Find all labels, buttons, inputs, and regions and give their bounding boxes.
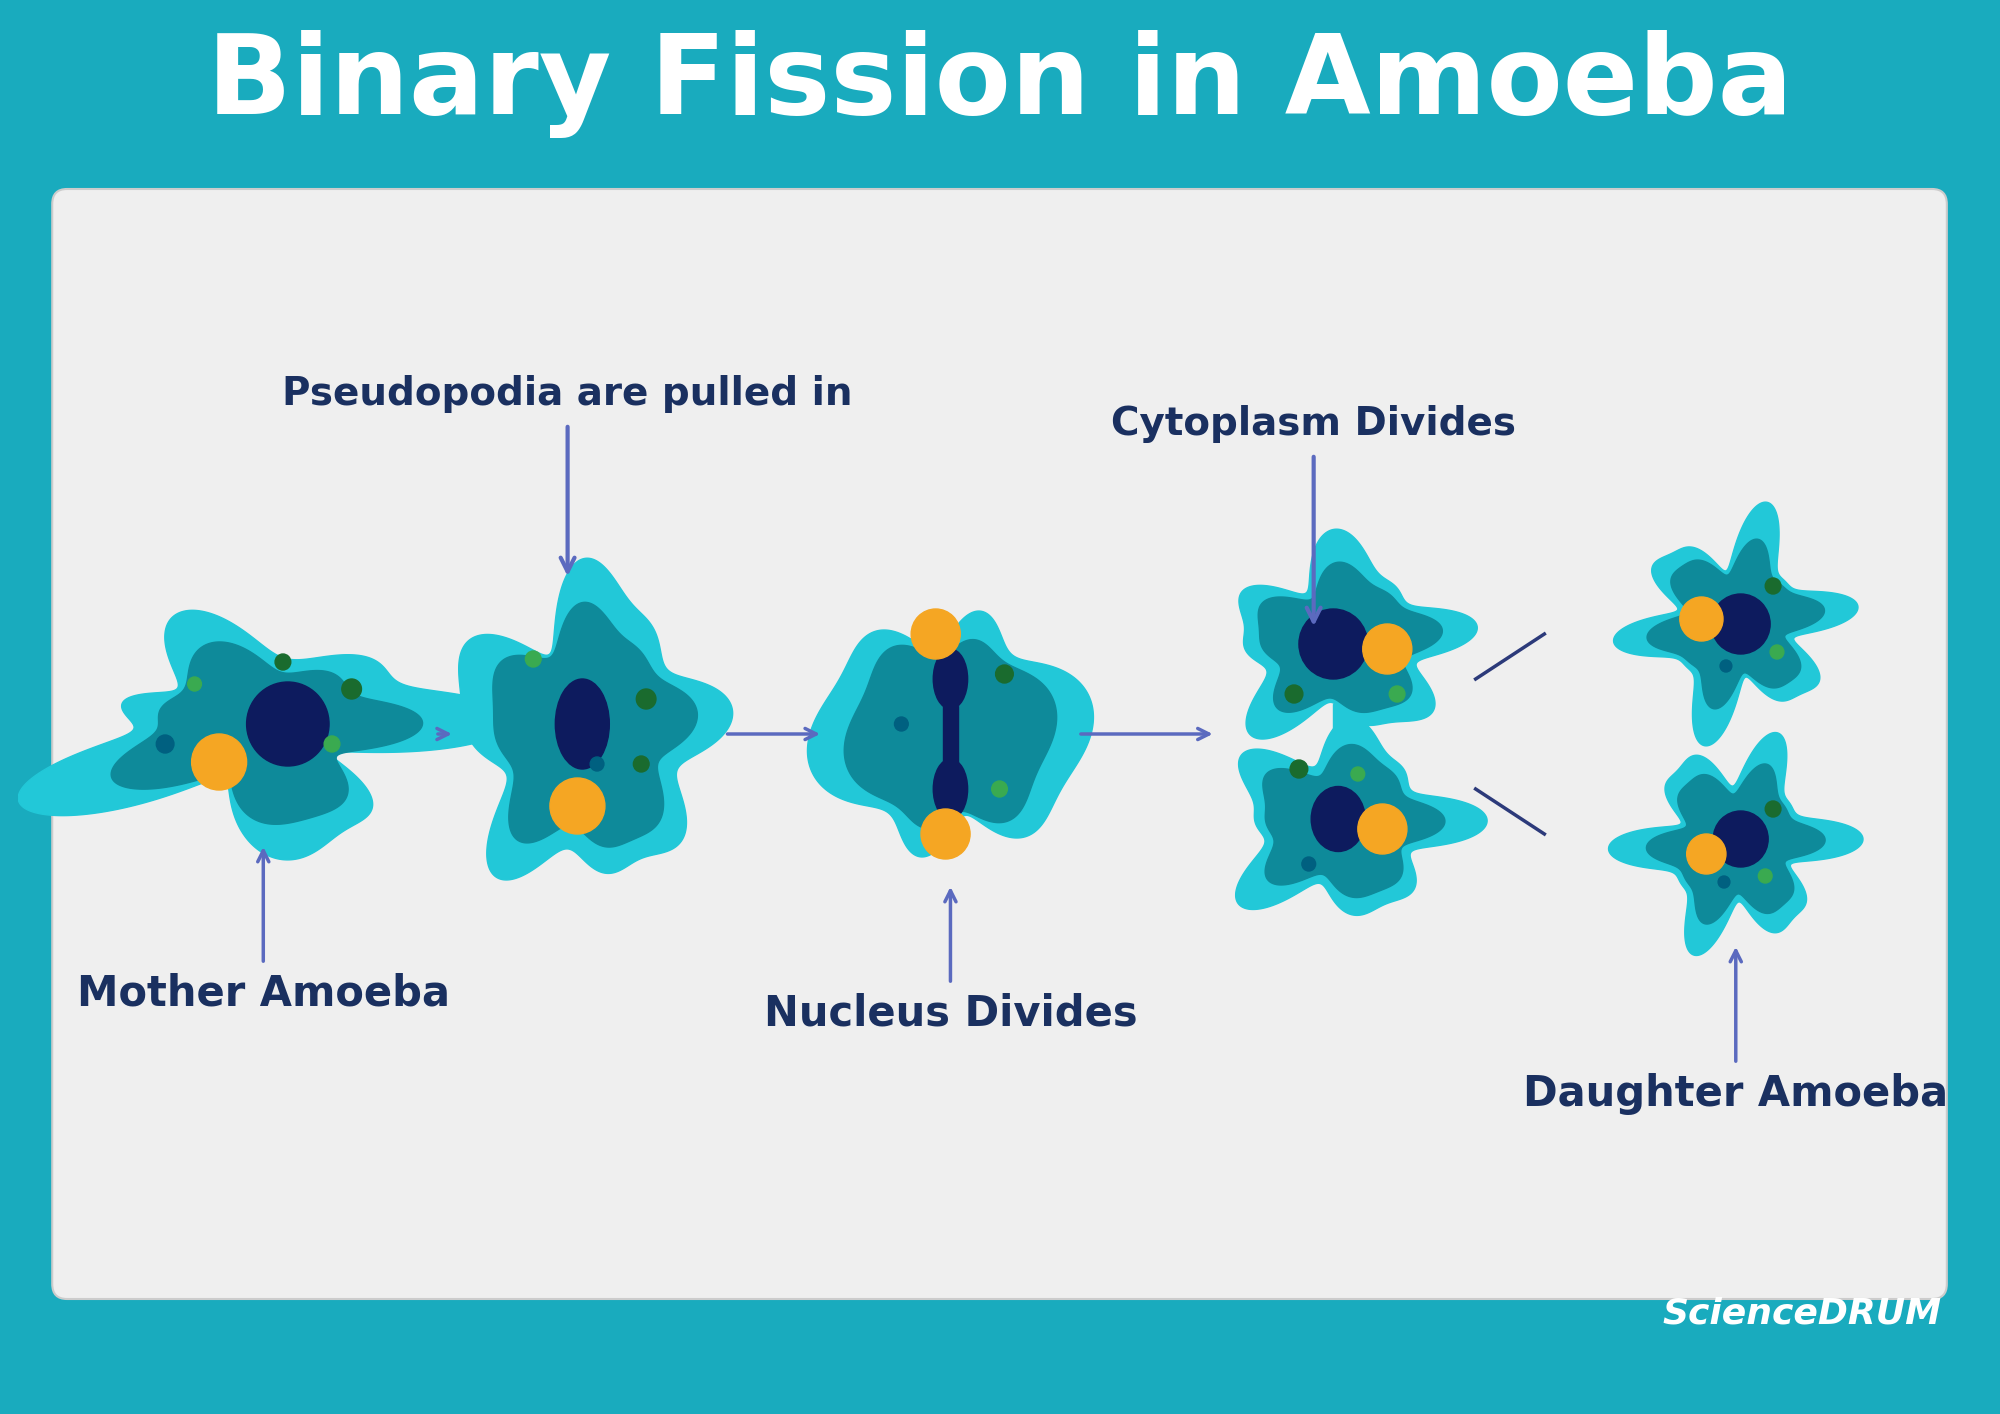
Circle shape [550, 778, 604, 834]
Text: ScienceDRUM: ScienceDRUM [1662, 1297, 1942, 1331]
Circle shape [1298, 609, 1368, 679]
Circle shape [634, 756, 650, 772]
Circle shape [342, 679, 362, 699]
Polygon shape [1614, 502, 1858, 745]
Circle shape [1358, 805, 1406, 854]
Circle shape [1362, 624, 1412, 674]
Text: Binary Fission in Amoeba: Binary Fission in Amoeba [206, 30, 1792, 139]
Text: Mother Amoeba: Mother Amoeba [76, 973, 450, 1015]
Circle shape [1302, 857, 1316, 871]
Text: Cytoplasm Divides: Cytoplasm Divides [1112, 404, 1516, 443]
Circle shape [276, 655, 290, 670]
Polygon shape [844, 639, 1056, 829]
Polygon shape [808, 611, 1094, 857]
Circle shape [636, 689, 656, 708]
Ellipse shape [934, 649, 968, 708]
Circle shape [1758, 870, 1772, 882]
Polygon shape [18, 611, 514, 860]
Polygon shape [1238, 529, 1478, 740]
Circle shape [1714, 812, 1768, 867]
Circle shape [912, 609, 960, 659]
Text: Pseudopodia are pulled in: Pseudopodia are pulled in [282, 375, 852, 413]
Ellipse shape [934, 759, 968, 819]
Circle shape [996, 665, 1014, 683]
FancyBboxPatch shape [52, 189, 1946, 1299]
Circle shape [188, 677, 202, 691]
Circle shape [526, 650, 542, 667]
Circle shape [192, 734, 246, 790]
Ellipse shape [1312, 786, 1366, 851]
Polygon shape [1236, 718, 1488, 915]
Circle shape [1350, 766, 1364, 781]
Circle shape [1718, 877, 1730, 888]
Circle shape [156, 735, 174, 754]
Polygon shape [1334, 704, 1352, 764]
Circle shape [1686, 834, 1726, 874]
Circle shape [1286, 684, 1302, 703]
Circle shape [1720, 660, 1732, 672]
Polygon shape [492, 602, 698, 847]
Circle shape [324, 737, 340, 752]
Circle shape [1766, 800, 1780, 817]
Polygon shape [458, 559, 732, 880]
Polygon shape [1258, 563, 1442, 713]
Polygon shape [1262, 745, 1444, 898]
Polygon shape [112, 642, 422, 824]
Circle shape [992, 781, 1008, 797]
Circle shape [1766, 578, 1780, 594]
Circle shape [920, 809, 970, 858]
Circle shape [1770, 645, 1784, 659]
Circle shape [1390, 686, 1404, 701]
Circle shape [590, 756, 604, 771]
Text: Daughter Amoeba: Daughter Amoeba [1524, 1073, 1948, 1116]
Circle shape [246, 682, 330, 766]
Text: Nucleus Divides: Nucleus Divides [764, 993, 1138, 1035]
Circle shape [1680, 597, 1724, 641]
Ellipse shape [556, 679, 610, 769]
Polygon shape [942, 706, 958, 762]
Circle shape [894, 717, 908, 731]
Polygon shape [1648, 539, 1824, 708]
Circle shape [1712, 594, 1770, 655]
Polygon shape [1608, 732, 1862, 956]
Circle shape [1290, 759, 1308, 778]
Polygon shape [1646, 764, 1826, 923]
